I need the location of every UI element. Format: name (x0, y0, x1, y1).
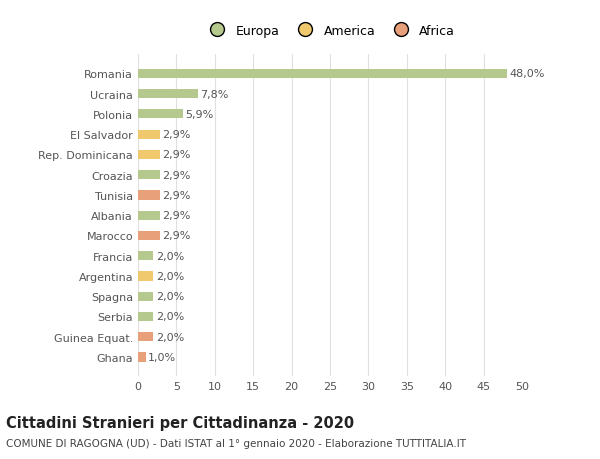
Bar (138, 292, 154, 301)
Text: Cittadini Stranieri per Cittadinanza - 2020: Cittadini Stranieri per Cittadinanza - 2… (6, 415, 354, 431)
Bar (138, 272, 154, 281)
Text: 2,0%: 2,0% (155, 291, 184, 302)
Bar (138, 70, 506, 79)
Bar (138, 90, 198, 99)
Text: 2,0%: 2,0% (155, 312, 184, 322)
Bar (138, 171, 160, 180)
Text: 2,9%: 2,9% (163, 211, 191, 221)
Bar (138, 151, 160, 160)
Legend: Europa, America, Africa: Europa, America, Africa (200, 20, 460, 43)
Text: 2,9%: 2,9% (163, 231, 191, 241)
Bar (138, 353, 146, 362)
Text: 2,9%: 2,9% (163, 130, 191, 140)
Text: COMUNE DI RAGOGNA (UD) - Dati ISTAT al 1° gennaio 2020 - Elaborazione TUTTITALIA: COMUNE DI RAGOGNA (UD) - Dati ISTAT al 1… (6, 438, 466, 448)
Text: 2,0%: 2,0% (155, 332, 184, 342)
Text: 48,0%: 48,0% (509, 69, 544, 79)
Bar (138, 191, 160, 200)
Text: 1,0%: 1,0% (148, 352, 176, 362)
Text: 2,9%: 2,9% (163, 150, 191, 160)
Text: 2,0%: 2,0% (155, 251, 184, 261)
Bar (138, 231, 160, 241)
Bar (138, 130, 160, 140)
Bar (138, 332, 154, 341)
Text: 7,8%: 7,8% (200, 90, 229, 100)
Text: 2,9%: 2,9% (163, 190, 191, 201)
Bar (138, 211, 160, 220)
Bar (138, 312, 154, 321)
Text: 2,0%: 2,0% (155, 271, 184, 281)
Bar (138, 110, 184, 119)
Text: 5,9%: 5,9% (185, 110, 214, 120)
Bar (138, 252, 154, 261)
Text: 2,9%: 2,9% (163, 170, 191, 180)
